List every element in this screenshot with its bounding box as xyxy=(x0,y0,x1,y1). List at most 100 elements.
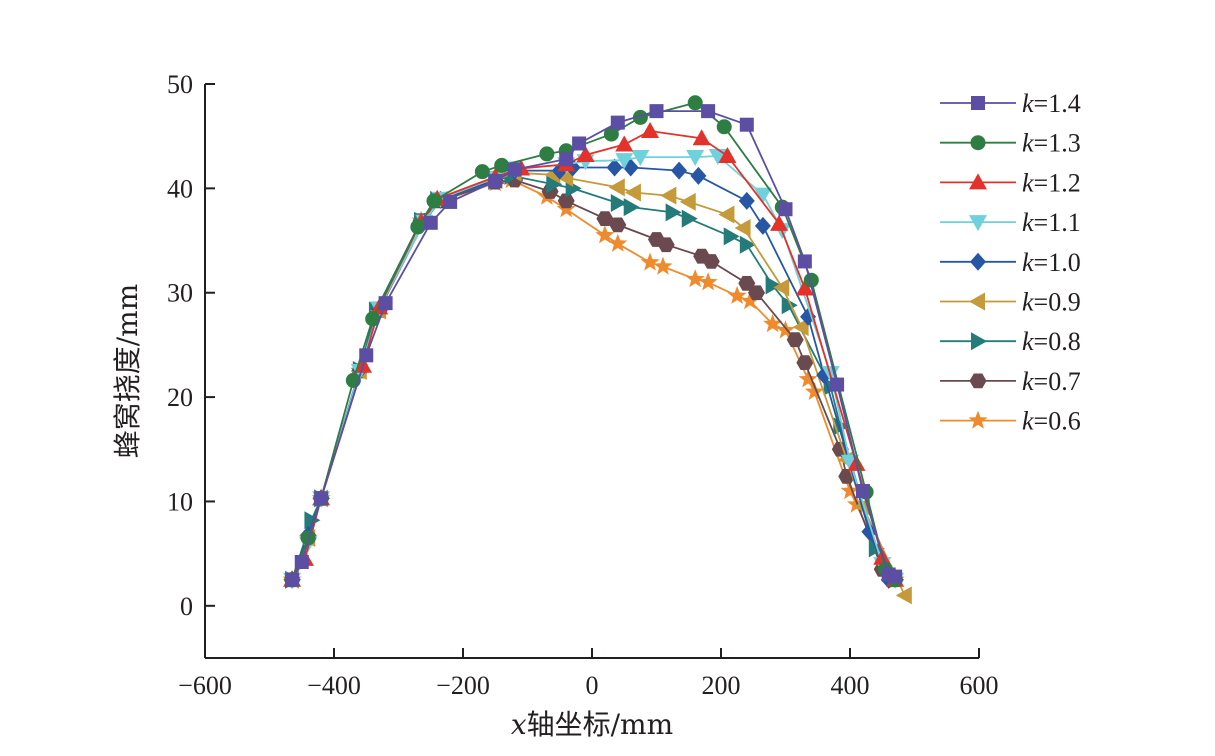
data-point xyxy=(556,199,576,218)
data-point xyxy=(805,381,824,400)
legend-item: k=1.2 xyxy=(940,168,1081,197)
data-point xyxy=(576,145,595,162)
series-line xyxy=(291,101,896,581)
data-point xyxy=(606,158,623,177)
legend-item: k=0.8 xyxy=(940,327,1081,356)
data-point xyxy=(803,272,819,288)
data-point xyxy=(615,135,634,152)
legend-label: k=0.8 xyxy=(1022,327,1081,356)
data-point xyxy=(365,311,381,327)
legend-item: k=0.7 xyxy=(940,367,1081,396)
data-point xyxy=(773,278,790,297)
x-axis-title-rest: 轴坐标/mm xyxy=(527,708,674,741)
data-point xyxy=(792,318,809,337)
data-point xyxy=(888,569,903,584)
data-point xyxy=(632,109,648,125)
legend-label: k=1.4 xyxy=(1022,89,1081,118)
data-point xyxy=(739,235,756,254)
data-point xyxy=(716,119,732,135)
legend-label: k=1.0 xyxy=(1022,248,1081,277)
legend-item: k=0.6 xyxy=(940,407,1081,436)
data-point xyxy=(423,215,438,230)
data-point xyxy=(763,314,783,333)
x-axis-title: x轴坐标/mm xyxy=(511,708,673,741)
data-point xyxy=(507,162,522,177)
legend-label-value: =0.6 xyxy=(1034,407,1081,436)
legend-marker xyxy=(969,292,985,311)
legend-label-var: k xyxy=(1022,129,1034,158)
data-point xyxy=(738,191,755,210)
legend-label-var: k xyxy=(1022,248,1034,277)
data-point xyxy=(718,147,737,164)
data-point xyxy=(679,192,696,211)
data-point xyxy=(895,586,912,605)
data-point xyxy=(595,225,615,244)
data-point xyxy=(631,150,650,167)
data-point xyxy=(718,205,735,224)
legend-label-var: k xyxy=(1022,327,1034,356)
legend-marker xyxy=(969,215,987,232)
data-point xyxy=(734,219,751,238)
data-point xyxy=(698,272,718,291)
x-tick-label: −200 xyxy=(436,671,490,700)
series-k-1-3 xyxy=(284,95,903,588)
data-point xyxy=(640,252,660,271)
data-point xyxy=(739,117,754,132)
legend-label: k=1.3 xyxy=(1022,129,1081,158)
data-point xyxy=(855,484,870,499)
data-point xyxy=(796,355,814,370)
legend-marker xyxy=(971,332,987,351)
data-point xyxy=(609,217,627,233)
data-point xyxy=(685,269,705,288)
data-point xyxy=(687,95,703,111)
data-point xyxy=(786,332,804,348)
legend-label-value: =1.4 xyxy=(1034,89,1081,118)
data-point xyxy=(608,233,628,252)
legend-label-var: k xyxy=(1022,407,1034,436)
x-tick-label: −400 xyxy=(307,671,361,700)
legend-item: k=1.0 xyxy=(940,248,1081,277)
data-point xyxy=(770,214,789,231)
y-tick-label: 30 xyxy=(167,279,193,308)
data-point xyxy=(474,164,490,180)
legend-label-value: =1.0 xyxy=(1034,248,1081,277)
legend-label-value: =1.3 xyxy=(1034,129,1081,158)
legend-marker xyxy=(968,410,988,429)
data-point xyxy=(795,279,814,296)
y-tick-label: 50 xyxy=(167,70,193,99)
data-point xyxy=(798,369,818,388)
data-point xyxy=(840,481,860,500)
data-point xyxy=(596,211,614,226)
data-point xyxy=(649,104,664,119)
legend-label: k=0.7 xyxy=(1022,367,1081,396)
legend-item: k=1.4 xyxy=(940,89,1081,118)
data-point xyxy=(701,104,716,119)
data-point xyxy=(624,183,641,202)
legend-label: k=0.6 xyxy=(1022,407,1081,436)
legend-label-var: k xyxy=(1022,208,1034,237)
data-point xyxy=(690,166,707,185)
data-point xyxy=(494,157,510,173)
legend-label-value: =0.8 xyxy=(1034,327,1081,356)
data-point xyxy=(765,276,782,295)
data-point xyxy=(359,348,374,363)
data-point xyxy=(657,237,675,253)
data-point xyxy=(665,203,682,222)
legend-marker xyxy=(969,173,987,190)
y-axis-title: 蜂窝挠度/mm xyxy=(111,284,144,459)
data-point xyxy=(557,193,575,209)
legend-label-value: =1.2 xyxy=(1034,168,1081,197)
data-point xyxy=(778,202,793,217)
data-point xyxy=(797,254,812,269)
legend-marker xyxy=(969,373,987,389)
plot-area xyxy=(205,84,979,658)
data-point xyxy=(443,194,458,209)
y-tick-label: 20 xyxy=(167,383,193,412)
data-point xyxy=(776,320,795,339)
legend-label-value: =1.1 xyxy=(1034,208,1081,237)
data-point xyxy=(546,175,563,194)
series-line xyxy=(291,166,890,581)
data-point xyxy=(748,285,765,301)
data-point xyxy=(615,153,634,170)
